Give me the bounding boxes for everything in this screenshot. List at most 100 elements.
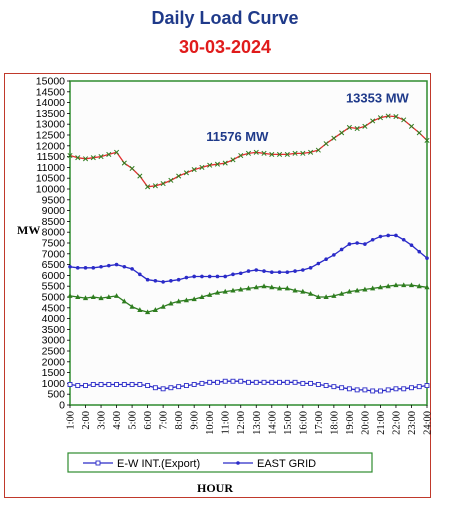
data-point — [253, 149, 259, 155]
y-tick-label: 3000 — [42, 335, 66, 347]
y-axis-ticks: 0500100015002000250030003500400045005000… — [36, 76, 70, 412]
data-point — [183, 383, 189, 389]
x-tick-label: 14:00 — [267, 411, 278, 435]
data-point — [200, 274, 204, 279]
x-tick-label: 23:00 — [407, 411, 418, 435]
data-point — [75, 294, 81, 299]
data-point — [199, 380, 205, 386]
data-point — [90, 294, 96, 299]
data-point — [269, 379, 275, 385]
data-point — [82, 156, 89, 162]
data-point — [339, 385, 345, 391]
data-point — [199, 164, 205, 170]
data-point — [168, 300, 174, 306]
data-point — [370, 388, 376, 394]
data-point — [238, 378, 244, 384]
data-point — [284, 151, 290, 157]
data-point — [67, 382, 73, 387]
data-point — [114, 149, 120, 155]
x-tick-label: 15:00 — [283, 411, 294, 435]
y-tick-label: 6500 — [42, 259, 66, 271]
chart-frame: 0 500 1000 1500 2000 2500 3000 3500 4000 4500 5000… — [4, 73, 432, 498]
data-point — [416, 384, 422, 390]
data-point — [269, 270, 274, 274]
data-point — [285, 270, 290, 274]
data-point — [300, 288, 306, 294]
series-3 — [67, 282, 430, 315]
data-point — [215, 274, 220, 279]
data-point — [245, 285, 252, 291]
data-point — [137, 382, 143, 387]
data-point — [138, 272, 142, 277]
data-point — [245, 150, 252, 156]
data-point — [253, 379, 259, 385]
data-point — [113, 293, 120, 298]
data-point — [223, 274, 228, 279]
data-point — [316, 261, 321, 266]
data-point — [370, 237, 375, 242]
data-point — [152, 183, 158, 189]
data-point — [354, 387, 360, 393]
data-point — [401, 117, 407, 123]
data-point — [238, 152, 244, 159]
data-point — [362, 123, 368, 129]
data-point — [184, 275, 189, 280]
data-point — [416, 130, 422, 136]
data-point — [424, 284, 430, 290]
data-point — [160, 386, 166, 392]
data-point — [130, 267, 134, 271]
data-point — [207, 292, 213, 297]
data-point — [207, 379, 213, 385]
y-tick-label: 7000 — [42, 248, 66, 260]
data-point — [409, 385, 414, 391]
data-point — [331, 384, 337, 390]
data-point — [67, 293, 73, 298]
data-point — [238, 286, 244, 292]
y-tick-label: 9000 — [42, 205, 66, 217]
x-tick-label: 9:00 — [190, 411, 201, 430]
data-point — [315, 147, 321, 153]
data-point — [176, 384, 182, 390]
data-point — [199, 294, 205, 299]
data-point — [114, 262, 119, 267]
data-point — [246, 379, 251, 385]
data-point — [121, 382, 127, 387]
data-point — [160, 181, 166, 187]
y-axis-label: MW — [17, 223, 40, 237]
x-tick-label: 4:00 — [112, 411, 123, 430]
data-point — [401, 237, 406, 242]
data-point — [230, 157, 236, 163]
data-point — [253, 284, 259, 290]
data-point — [393, 114, 399, 120]
data-point — [425, 256, 429, 260]
data-point — [292, 287, 298, 293]
data-point — [121, 160, 127, 166]
data-point — [394, 233, 398, 238]
series-group — [67, 113, 430, 394]
legend-box — [67, 452, 373, 473]
data-point — [385, 283, 391, 289]
y-tick-label: 13000 — [36, 119, 65, 131]
data-point — [145, 383, 151, 389]
data-point — [98, 295, 104, 301]
data-point — [269, 151, 275, 157]
x-tick-label: 2:00 — [81, 411, 92, 430]
data-point — [292, 150, 298, 156]
data-point — [137, 307, 143, 312]
data-point — [90, 155, 96, 161]
legend-marker — [95, 460, 101, 466]
data-point — [168, 385, 174, 391]
data-point — [332, 253, 336, 257]
data-point — [261, 283, 267, 289]
data-point — [192, 274, 196, 279]
data-point — [99, 264, 103, 269]
y-tick-label: 1500 — [42, 367, 66, 379]
data-point — [346, 124, 352, 130]
x-tick-label: 19:00 — [345, 411, 356, 435]
data-point — [191, 296, 197, 302]
y-tick-label: 4000 — [42, 313, 66, 325]
data-point — [176, 277, 181, 282]
chart-title: Daily Load Curve — [151, 8, 299, 28]
data-point — [354, 125, 360, 132]
data-point — [145, 277, 150, 282]
